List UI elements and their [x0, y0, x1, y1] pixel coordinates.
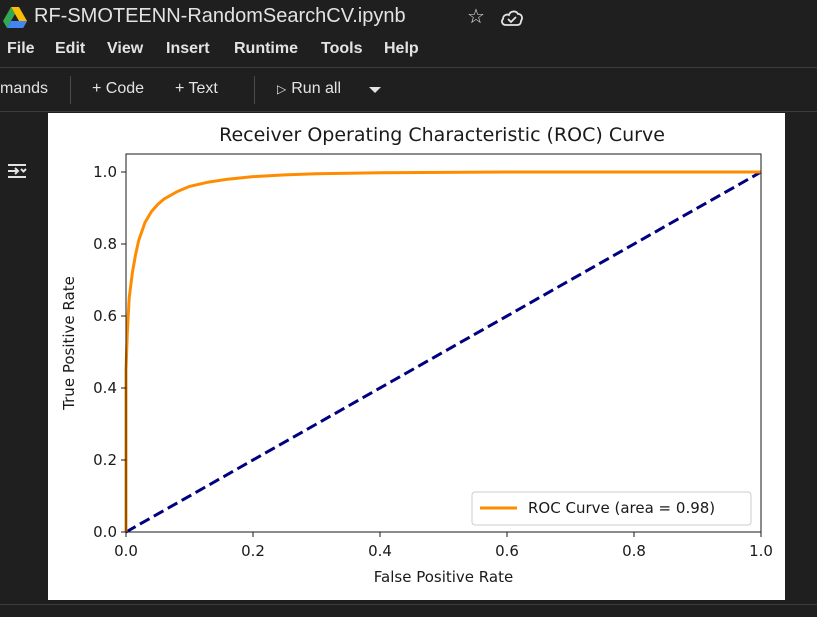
x-tick-label: 0.0 — [114, 542, 138, 560]
x-tick-label: 0.6 — [495, 542, 519, 560]
legend-box — [471, 491, 752, 526]
chart-title: Receiver Operating Characteristic (ROC) … — [219, 124, 665, 146]
x-tick-label: 0.4 — [368, 542, 392, 560]
toolbar: mands + Code + Text ▷ Run all — [0, 68, 817, 110]
y-tick-label: 0.4 — [93, 379, 117, 397]
play-icon: ▷ — [277, 82, 287, 96]
add-code-button[interactable]: + Code — [92, 80, 145, 97]
chance-diagonal-line — [125, 170, 762, 534]
menu-edit[interactable]: Edit — [55, 40, 86, 57]
toolbar-divider — [0, 111, 817, 112]
x-tick-label: 0.2 — [241, 542, 265, 560]
toolbar-separator — [70, 76, 71, 104]
menu-runtime[interactable]: Runtime — [234, 40, 298, 57]
menu-bar: File Edit View Insert Runtime Tools Help — [0, 36, 817, 66]
cell-output: Receiver Operating Characteristic (ROC) … — [48, 113, 785, 600]
menu-insert[interactable]: Insert — [166, 40, 210, 57]
cell-divider — [0, 604, 817, 605]
cloud-saved-icon[interactable] — [500, 8, 524, 28]
notebook-title[interactable]: RF-SMOTEENN-RandomSearchCV.ipynb — [34, 5, 406, 27]
plot-area — [124, 170, 762, 534]
title-bar: RF-SMOTEENN-RandomSearchCV.ipynb ☆ — [0, 0, 817, 36]
run-all-button[interactable]: ▷ Run all — [277, 80, 341, 98]
y-tick-label: 0.2 — [93, 451, 117, 469]
commands-button[interactable]: mands — [0, 80, 49, 97]
caret-down-icon[interactable] — [369, 86, 381, 94]
menu-view[interactable]: View — [107, 40, 144, 57]
add-text-button[interactable]: + Text — [175, 80, 218, 97]
roc-curve-line — [124, 170, 761, 532]
legend: ROC Curve (area = 0.98) — [471, 491, 752, 526]
menu-divider — [0, 67, 817, 68]
menu-file[interactable]: File — [7, 40, 35, 57]
collapse-output-icon[interactable] — [4, 160, 30, 182]
axes-frame — [125, 153, 762, 533]
toolbar-separator — [254, 76, 255, 104]
y-tick-label: 1.0 — [93, 163, 117, 181]
menu-help[interactable]: Help — [384, 40, 419, 57]
legend-label: ROC Curve (area = 0.98) — [528, 499, 715, 517]
y-tick-label: 0.8 — [93, 235, 117, 253]
x-axis-label: False Positive Rate — [374, 568, 513, 586]
x-tick-label: 0.8 — [622, 542, 646, 560]
y-tick-label: 0.0 — [93, 523, 117, 541]
y-axis-label: True Positive Rate — [60, 276, 78, 411]
y-tick-label: 0.6 — [93, 307, 117, 325]
google-drive-logo — [3, 7, 27, 28]
run-all-label: Run all — [291, 80, 342, 97]
menu-tools[interactable]: Tools — [321, 40, 363, 57]
star-icon[interactable]: ☆ — [467, 6, 485, 28]
axis-ticks: 0.0 0.2 0.4 0.6 0.8 1.0 0.0 0.2 0.4 0.6 0.8 1.0 — [93, 163, 773, 560]
x-tick-label: 1.0 — [749, 542, 773, 560]
roc-chart: Receiver Operating Characteristic (ROC) … — [60, 124, 773, 586]
